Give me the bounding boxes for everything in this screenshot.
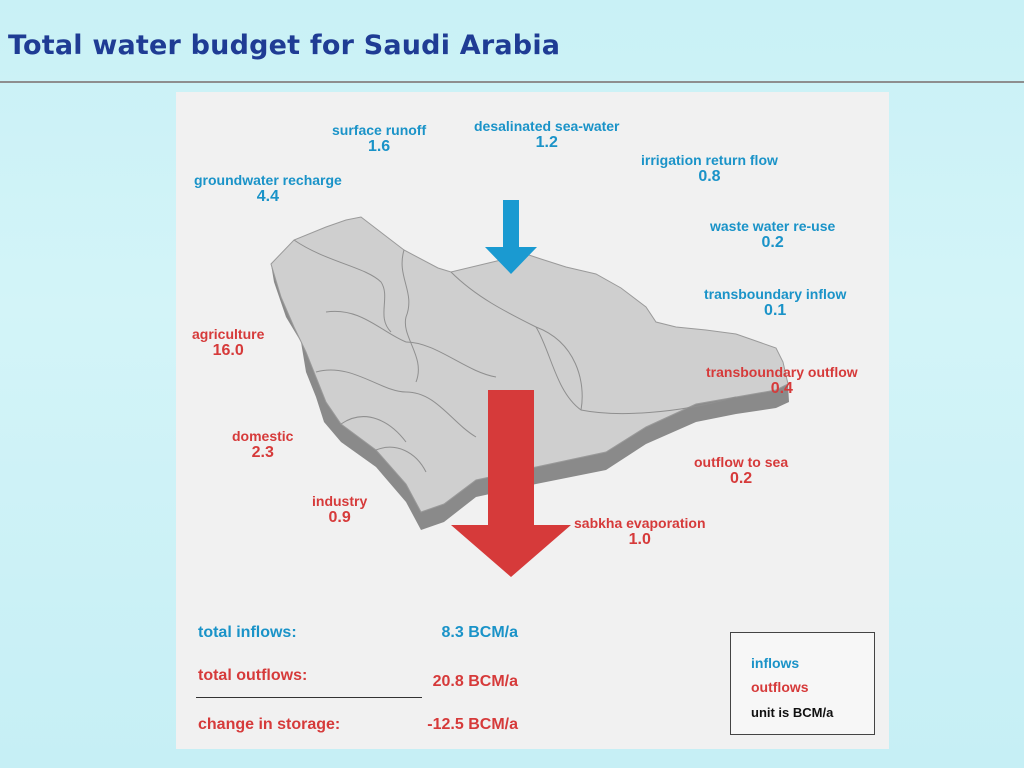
title-divider <box>0 81 1024 83</box>
label-value: 0.8 <box>698 168 721 186</box>
legend-unit: unit is BCM/a <box>751 705 834 720</box>
label-value: 16.0 <box>212 342 244 360</box>
total-outflows-label: total outflows: <box>198 667 308 684</box>
outflow-arrow-icon <box>451 390 571 577</box>
label-name: waste water re-use <box>710 218 836 234</box>
inflow-arrow-icon <box>485 200 537 274</box>
label-domestic: domestic 2.3 <box>232 428 293 462</box>
label-value: 4.4 <box>256 188 280 206</box>
change-storage-label: change in storage: <box>198 716 341 733</box>
legend-inflows: inflows <box>751 655 800 671</box>
label-value: 1.0 <box>628 531 651 549</box>
label-value: 0.1 <box>764 302 787 320</box>
legend-outflows: outflows <box>751 679 809 695</box>
total-outflows-value: 20.8 BCM/a <box>432 673 518 690</box>
label-value: 1.2 <box>535 134 558 152</box>
water-budget-figure: surface runoff 1.6 desalinated sea-water… <box>176 92 889 749</box>
label-value: 0.4 <box>770 380 793 398</box>
slide-title: Total water budget for Saudi Arabia <box>8 30 561 61</box>
total-inflows-value: 8.3 BCM/a <box>441 624 518 641</box>
label-surface-runoff: surface runoff 1.6 <box>332 122 426 156</box>
label-name: transboundary outflow <box>706 364 858 380</box>
label-name: irrigation return flow <box>641 152 778 168</box>
change-storage-value: -12.5 BCM/a <box>427 716 518 733</box>
map-top-face <box>270 216 789 513</box>
label-waste-water: waste water re-use 0.2 <box>710 218 835 252</box>
label-agriculture: agriculture 16.0 <box>192 326 264 360</box>
label-groundwater-recharge: groundwater recharge 4.4 <box>194 172 342 206</box>
label-desalinated: desalinated sea-water 1.2 <box>474 118 620 152</box>
label-value: 0.9 <box>328 509 351 527</box>
label-value: 1.6 <box>367 138 391 156</box>
region-boundaries <box>293 239 737 473</box>
totals-divider <box>196 697 422 698</box>
label-name: desalinated sea-water <box>474 118 620 134</box>
label-value: 2.3 <box>251 444 274 462</box>
label-name: outflow to sea <box>694 454 789 470</box>
label-irrigation-return: irrigation return flow 0.8 <box>641 152 778 186</box>
label-transboundary-inflow: transboundary inflow 0.1 <box>704 286 846 320</box>
label-sabkha-evaporation: sabkha evaporation 1.0 <box>574 515 706 549</box>
label-value: 0.2 <box>729 470 753 488</box>
label-name: domestic <box>232 428 294 444</box>
label-value: 0.2 <box>761 234 784 252</box>
label-outflow-to-sea: outflow to sea 0.2 <box>694 454 788 488</box>
legend-box: inflows outflows unit is BCM/a <box>730 632 875 735</box>
label-name: agriculture <box>192 326 265 342</box>
total-inflows-label: total inflows: <box>198 624 297 641</box>
label-industry: industry 0.9 <box>312 493 367 527</box>
label-name: groundwater recharge <box>194 172 342 188</box>
label-name: industry <box>312 493 368 509</box>
label-name: sabkha evaporation <box>574 515 706 531</box>
saudi-arabia-map <box>270 200 789 577</box>
label-name: transboundary inflow <box>704 286 847 302</box>
label-name: surface runoff <box>332 122 427 138</box>
label-transboundary-outflow: transboundary outflow 0.4 <box>706 364 858 398</box>
